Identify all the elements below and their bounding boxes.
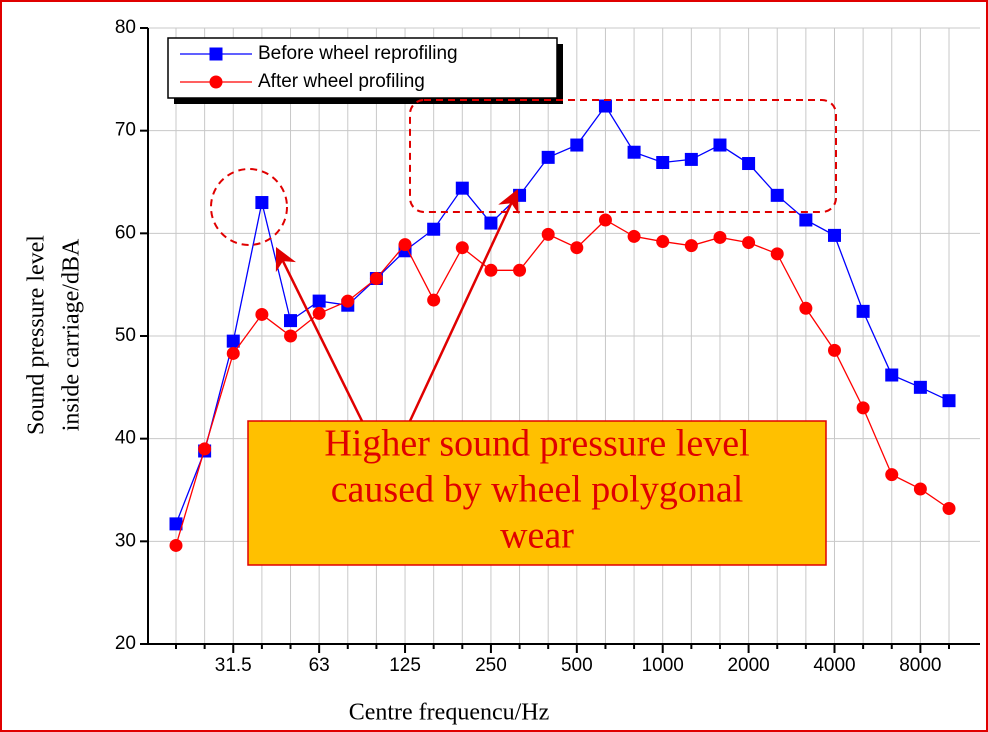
point (570, 138, 584, 152)
point (226, 346, 240, 360)
y-tick-label: 60 (115, 222, 136, 243)
point (455, 181, 469, 195)
x-tick-label: 500 (561, 655, 593, 676)
point (255, 196, 269, 210)
point (198, 442, 212, 456)
series (169, 99, 956, 531)
point (885, 468, 899, 482)
arrow (408, 188, 519, 422)
y-axis-label: Sound pressure level inside carriage/dBA (24, 235, 85, 435)
point (770, 188, 784, 202)
x-axis-label: Centre frequencu/Hz (349, 700, 550, 726)
highlight-circle (210, 168, 288, 246)
annotation-text: Higher sound pressure level (324, 423, 749, 465)
point (656, 155, 670, 169)
point (656, 235, 670, 249)
point (226, 334, 240, 348)
x-tick-label: 1000 (642, 655, 684, 676)
point (627, 145, 641, 159)
point (742, 157, 756, 171)
point (284, 329, 298, 343)
point (169, 538, 183, 552)
point (942, 394, 956, 408)
y-tick-label: 80 (115, 17, 136, 38)
point (427, 222, 441, 236)
legend-marker (209, 47, 223, 61)
point (312, 306, 326, 320)
point (284, 314, 298, 328)
point (427, 293, 441, 307)
point (484, 216, 498, 230)
series-line (175, 104, 950, 525)
legend-label: After wheel profiling (258, 71, 425, 92)
point (827, 228, 841, 242)
x-tick-label: 2000 (727, 655, 769, 676)
point (856, 401, 870, 415)
point (713, 230, 727, 244)
x-tick-label: 31.5 (215, 655, 252, 676)
point (312, 294, 326, 308)
legend-box (167, 37, 558, 99)
point (369, 272, 383, 286)
y-tick-label: 50 (115, 325, 136, 346)
series (169, 213, 956, 552)
annotation-box (247, 420, 827, 566)
point (598, 99, 612, 113)
point (341, 294, 355, 308)
legend-label: Before wheel reprofiling (258, 43, 458, 64)
annotation-text: wear (500, 515, 574, 557)
point (684, 152, 698, 166)
y-axis-label-line: Sound pressure level (24, 235, 50, 435)
point (541, 227, 555, 241)
point (627, 229, 641, 243)
point (885, 368, 899, 382)
y-axis-label-line: inside carriage/dBA (59, 238, 85, 431)
highlight-box (409, 99, 837, 213)
point (484, 263, 498, 277)
y-tick-label: 30 (115, 530, 136, 551)
point (598, 213, 612, 227)
annotation-text: caused by wheel polygonal (331, 469, 744, 511)
point (713, 138, 727, 152)
point (799, 301, 813, 315)
legend: Before wheel reprofiling After wheel prof… (167, 37, 563, 104)
point (856, 304, 870, 318)
point (255, 307, 269, 321)
y-tick-label: 70 (115, 120, 136, 141)
x-tick-label: 63 (309, 655, 330, 676)
x-tick-label: 250 (475, 655, 507, 676)
point (513, 263, 527, 277)
y-tick-label: 40 (115, 428, 136, 449)
point (169, 517, 183, 531)
x-tick-label: 125 (389, 655, 421, 676)
x-tick-label: 8000 (899, 655, 941, 676)
series-line (175, 219, 950, 546)
point (398, 238, 412, 252)
point (913, 380, 927, 394)
point (827, 343, 841, 357)
point (770, 247, 784, 261)
point (684, 239, 698, 253)
arrow (275, 246, 364, 422)
point (913, 482, 927, 496)
point (799, 213, 813, 227)
x-tick-label: 4000 (813, 655, 855, 676)
point (742, 236, 756, 250)
point (942, 501, 956, 515)
y-tick-label: 20 (115, 633, 136, 654)
point (455, 241, 469, 255)
legend-marker (209, 75, 223, 89)
point (570, 241, 584, 255)
point (541, 150, 555, 164)
